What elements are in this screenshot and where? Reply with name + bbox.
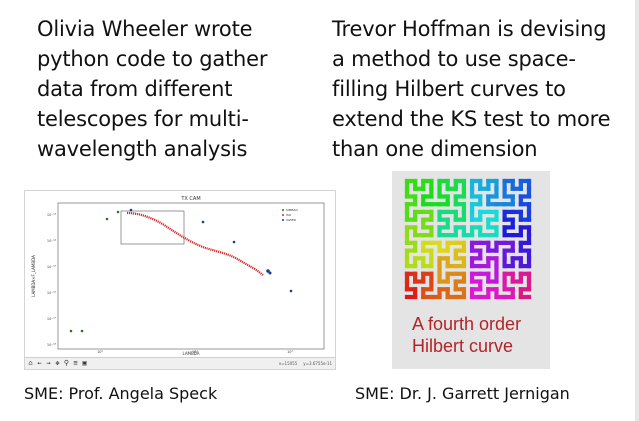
simbad-point xyxy=(116,210,120,214)
vizier-point xyxy=(232,240,236,244)
y-tick-label: 10⁻¹⁷ xyxy=(47,317,57,321)
vizier-point xyxy=(268,271,272,275)
hilbert-caption-line: A fourth order xyxy=(412,314,522,334)
left-description-line: wavelength analysis xyxy=(37,137,248,161)
x-tick-label: 10¹ xyxy=(192,350,198,354)
legend-label: ISO xyxy=(286,213,292,217)
cursor-y-readout: y=3.6755e-11 xyxy=(303,361,332,366)
y-tick-label: 10⁻¹⁴ xyxy=(47,239,57,243)
hilbert-caption: A fourth order Hilbert curve xyxy=(412,313,548,357)
simbad-point xyxy=(105,217,109,221)
x-tick-label: 10⁰ xyxy=(97,350,103,354)
right-description-line: a method to use space- xyxy=(332,47,576,71)
y-tick-label: 10⁻¹⁸ xyxy=(47,343,57,347)
y-tick-label: 10⁻¹⁵ xyxy=(47,265,57,269)
plot-title: TX CAM xyxy=(180,196,200,202)
simbad-point xyxy=(69,329,73,333)
zoom-icon[interactable]: ⚲ xyxy=(63,359,70,367)
left-description-line: data from different xyxy=(37,77,233,101)
hilbert-caption-line: Hilbert curve xyxy=(412,336,514,356)
plot-ylabel: LAMBDA×F_LAMBDA xyxy=(31,255,36,297)
plot-toolbar: ⌂ ← → ✥ ⚲ ≡ ▣ x=15055 y=3.6755e-11 xyxy=(25,357,335,369)
plot-xlabel: LAMBDA xyxy=(183,351,200,356)
home-icon[interactable]: ⌂ xyxy=(28,359,33,367)
zoom-selection-box xyxy=(120,210,185,245)
right-description-line: filling Hilbert curves to xyxy=(332,77,566,101)
configure-icon[interactable]: ≡ xyxy=(73,359,78,367)
left-description: Olivia Wheeler wrote python code to gath… xyxy=(37,14,297,164)
legend-label: VIZIER xyxy=(286,218,296,222)
sme-left: SME: Prof. Angela Speck xyxy=(24,384,218,403)
left-description-line: telescopes for multi- xyxy=(37,107,249,131)
left-description-line: Olivia Wheeler wrote xyxy=(37,17,253,41)
sme-right: SME: Dr. J. Garrett Jernigan xyxy=(355,384,570,403)
hilbert-curve-graphic xyxy=(404,178,532,300)
sed-plot-screenshot: TX CAM LAMBDA LAMBDA×F_LAMBDA 10⁻¹³ 10⁻¹… xyxy=(24,190,336,370)
right-description-line: extend the KS test to more xyxy=(332,107,611,131)
sed-plot: TX CAM LAMBDA LAMBDA×F_LAMBDA 10⁻¹³ 10⁻¹… xyxy=(31,196,325,356)
vizier-point xyxy=(129,208,133,212)
vizier-point xyxy=(289,289,293,293)
right-description-line: than one dimension xyxy=(332,137,538,161)
right-description-line: Trevor Hoffman is devising xyxy=(332,17,607,41)
plot-legend: SIMBAD ISO VIZIER xyxy=(282,208,298,222)
forward-icon[interactable]: → xyxy=(46,359,51,367)
cursor-x-readout: x=15055 xyxy=(278,361,298,366)
legend-label: SIMBAD xyxy=(286,208,298,212)
y-tick-label: 10⁻¹³ xyxy=(47,213,57,217)
back-icon[interactable]: ← xyxy=(37,359,42,367)
simbad-point xyxy=(80,329,84,333)
left-description-line: python code to gather xyxy=(37,47,268,71)
y-tick-label: 10⁻¹⁶ xyxy=(47,291,57,295)
save-icon[interactable]: ▣ xyxy=(82,359,87,367)
cursor-readout: x=15055 y=3.6755e-11 xyxy=(279,361,332,366)
iso-spectrum-series xyxy=(126,211,264,276)
vizier-point xyxy=(266,269,270,273)
pan-icon[interactable]: ✥ xyxy=(55,359,60,367)
x-tick-label: 10² xyxy=(287,350,293,354)
vizier-point xyxy=(201,220,205,224)
slide-edge xyxy=(635,0,639,421)
plot-axes-frame xyxy=(57,202,325,350)
right-description: Trevor Hoffman is devising a method to u… xyxy=(332,14,632,164)
hilbert-curve-figure: A fourth order Hilbert curve xyxy=(392,171,550,369)
